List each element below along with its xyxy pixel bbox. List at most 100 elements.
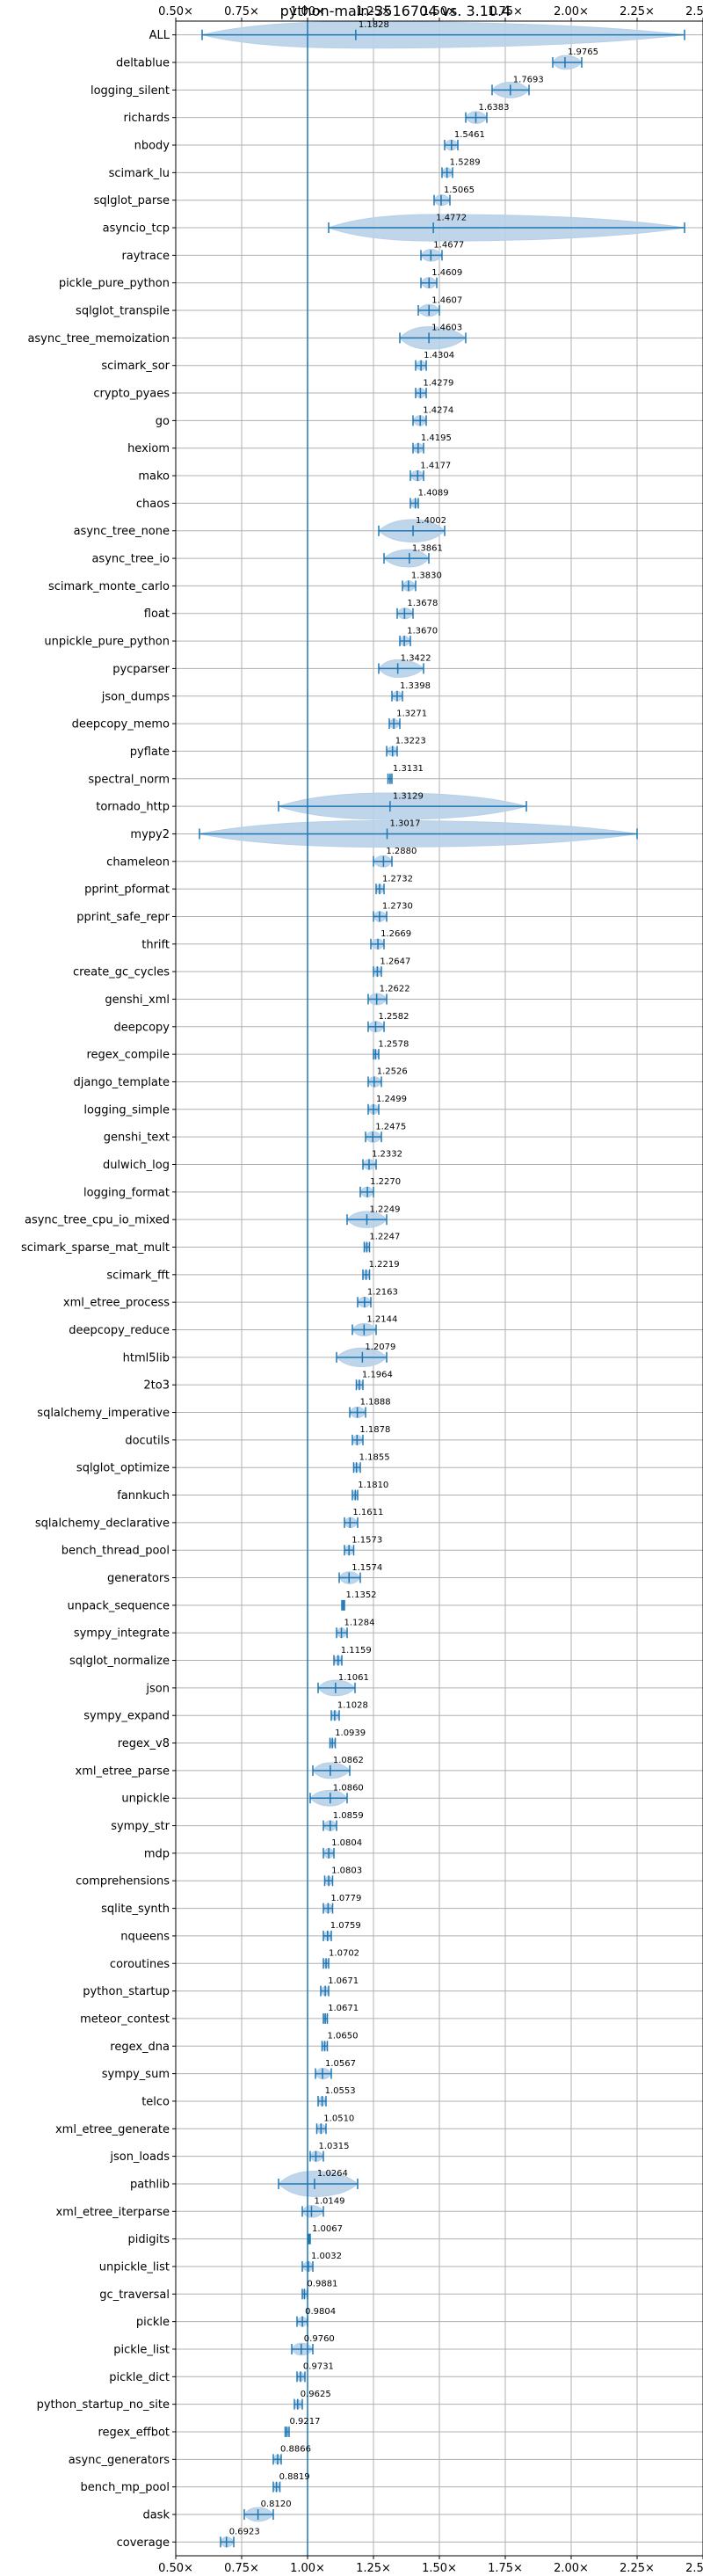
benchmark-label: xml_etree_process: [63, 1297, 170, 1310]
benchmark-label: logging_simple: [83, 1103, 170, 1117]
value-label: 1.3223: [395, 737, 426, 746]
value-label: 1.3678: [407, 599, 438, 608]
value-label: 1.4677: [433, 241, 464, 251]
benchmark-label: pathlib: [130, 2178, 170, 2191]
value-label: 1.3017: [390, 819, 421, 829]
value-label: 1.2582: [378, 1012, 409, 1022]
value-label: 1.4607: [431, 295, 462, 305]
benchmark-label: genshi_xml: [105, 993, 170, 1007]
benchmark-label: float: [144, 608, 170, 621]
benchmark-label: django_template: [74, 1076, 170, 1089]
benchmark-label: chaos: [136, 498, 170, 511]
value-label: 1.4609: [431, 268, 462, 278]
value-label: 1.1159: [341, 1646, 372, 1655]
value-label: 1.9765: [568, 47, 598, 57]
benchmark-label: xml_etree_generate: [55, 2123, 170, 2136]
value-label: 0.8819: [279, 2472, 310, 2482]
benchmark-label: sympy_expand: [83, 1710, 170, 1723]
benchmark-label: regex_compile: [86, 1049, 170, 1062]
value-label: 0.6923: [229, 2528, 260, 2537]
benchmark-label: deltablue: [116, 57, 170, 70]
value-label: 1.1828: [359, 20, 389, 30]
chart-title: python-main-3516704 vs. 3.10.4: [280, 3, 511, 19]
value-label: 1.2499: [376, 1095, 407, 1104]
benchmark-label: mdp: [144, 1847, 170, 1860]
benchmark-label: genshi_text: [104, 1132, 170, 1145]
value-label: 1.0779: [330, 1894, 361, 1903]
value-label: 1.0671: [328, 1976, 359, 1986]
value-label: 1.0264: [317, 2169, 348, 2179]
value-label: 1.2880: [386, 847, 417, 856]
value-label: 1.3670: [407, 626, 438, 636]
value-label: 1.6383: [478, 103, 509, 113]
value-label: 1.1878: [359, 1425, 390, 1435]
value-label: 1.5461: [454, 130, 485, 140]
benchmark-label: go: [156, 415, 170, 428]
x-tick-label: 0.75×: [224, 5, 259, 18]
value-label: 1.0650: [328, 2031, 359, 2041]
benchmark-label: spectral_norm: [88, 773, 170, 786]
benchmark-label: unpack_sequence: [67, 1599, 170, 1612]
benchmark-label: regex_dna: [110, 2041, 170, 2054]
value-label: 1.4772: [436, 213, 467, 222]
benchmark-label: python_startup: [83, 1985, 170, 1998]
value-label: 1.0510: [323, 2114, 354, 2124]
x-tick-label: 1.25×: [356, 2562, 391, 2575]
benchmark-label: chameleon: [106, 855, 170, 869]
value-label: 1.5289: [450, 158, 481, 168]
value-label: 0.8120: [261, 2500, 292, 2509]
value-label: 1.3398: [400, 681, 431, 691]
benchmark-label: mako: [138, 470, 170, 484]
value-label: 1.1964: [362, 1370, 393, 1379]
value-label: 1.2578: [378, 1039, 409, 1049]
value-label: 0.9881: [307, 2280, 337, 2289]
value-label: 1.2732: [382, 874, 413, 884]
range-markers: [199, 29, 685, 2548]
value-label: 1.0702: [329, 1948, 359, 1958]
value-label: 0.9804: [305, 2307, 336, 2317]
x-tick-label: 2.25×: [620, 2562, 655, 2575]
value-label: 1.0067: [312, 2224, 343, 2234]
benchmark-label: pickle: [136, 2316, 170, 2329]
benchmark-label: dulwich_log: [103, 1159, 170, 1172]
benchmark-label: unpickle: [121, 1793, 170, 1806]
benchmark-label: mypy2: [130, 828, 170, 841]
benchmark-label: async_generators: [69, 2454, 170, 2467]
value-label: 1.0862: [333, 1756, 364, 1765]
benchmark-label: json: [145, 1682, 170, 1695]
value-label: 1.3129: [393, 791, 424, 801]
benchmark-label: async_tree_cpu_io_mixed: [25, 1214, 170, 1227]
value-label: 1.3131: [393, 764, 424, 774]
value-label: 1.1810: [358, 1481, 388, 1490]
x-tick-label: 1.75×: [488, 2562, 523, 2575]
benchmark-label: python_startup_no_site: [37, 2398, 170, 2412]
benchmark-label: html5lib: [123, 1351, 170, 1364]
x-tick-label: 1.25×: [356, 5, 391, 18]
benchmark-label: sqlglot_transpile: [76, 305, 170, 318]
x-tick-label: 1.50×: [422, 5, 457, 18]
benchmark-label: regex_v8: [118, 1737, 170, 1750]
benchmark-label: comprehensions: [76, 1875, 170, 1888]
benchmark-label: sqlglot_parse: [94, 194, 170, 207]
value-label: 1.1284: [344, 1618, 375, 1627]
x-tick-label: 2.25×: [620, 5, 655, 18]
value-label: 1.2219: [369, 1260, 400, 1270]
benchmark-label: bench_mp_pool: [80, 2481, 170, 2494]
value-label: 1.3830: [411, 571, 442, 581]
value-label: 1.0803: [331, 1866, 362, 1875]
value-label: 0.8866: [280, 2445, 311, 2455]
value-label: 0.9217: [290, 2417, 321, 2427]
x-tick-label: 0.75×: [224, 2562, 259, 2575]
value-label: 1.2622: [380, 985, 410, 994]
benchmark-labels: ALL deltablue logging_silent richards nbody s…: [21, 29, 176, 2550]
benchmark-label: crypto_pyaes: [93, 388, 170, 401]
value-label: 1.0671: [328, 2004, 359, 2013]
value-label: 1.0553: [325, 2086, 356, 2096]
benchmark-label: raytrace: [121, 250, 170, 263]
benchmark-label: sqlalchemy_imperative: [37, 1407, 170, 1420]
benchmark-label: hexiom: [127, 442, 170, 455]
benchmark-label: pyflate: [130, 746, 170, 759]
value-label: 1.4279: [423, 378, 453, 388]
value-label: 1.2332: [372, 1150, 402, 1160]
value-label: 1.1888: [360, 1398, 391, 1408]
